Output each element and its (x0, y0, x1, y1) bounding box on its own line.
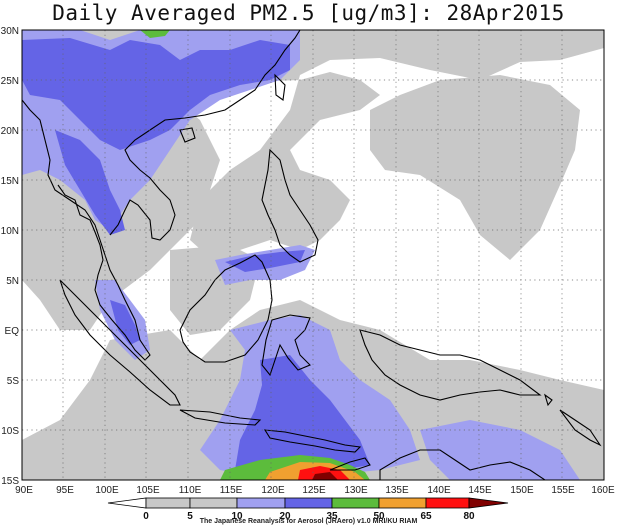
coast-hainan (179, 127, 196, 143)
credit-text: The Japanese Reanalysis for Aerosol (JRA… (199, 518, 418, 525)
map-frame (21, 29, 605, 481)
lat-label: 10N (1, 226, 19, 237)
field-blue-malaya (110, 300, 140, 345)
field-gray-pacific (370, 75, 580, 260)
coast-newguinea (359, 329, 542, 401)
field-lightblue-sea (420, 420, 580, 480)
colorbar-swatch (425, 497, 470, 509)
lon-label: 130E (344, 485, 368, 496)
lon-label: 150E (510, 485, 534, 496)
coast-timor (329, 457, 371, 471)
colorbar-swatch (189, 497, 238, 509)
colorbar-tick: 5 (187, 511, 193, 522)
field-blue-vietnam (55, 130, 125, 235)
coast-sumatra (59, 279, 181, 406)
lat-label: 15N (1, 176, 19, 187)
lon-label: 120E (261, 485, 285, 496)
colorbar-swatch (236, 497, 286, 509)
colorbar-swatch (145, 497, 191, 509)
coast-taiwan (274, 73, 286, 101)
coast-philippines (261, 148, 319, 263)
lon-label: 100E (95, 485, 119, 496)
coastlines (22, 30, 602, 480)
colorbar-swatch (284, 497, 333, 509)
colorbar-tick: 50 (373, 511, 385, 522)
lon-label: 95E (56, 485, 74, 496)
concentration-fields (22, 30, 604, 480)
lon-label: 125E (302, 485, 326, 496)
colorbar-tick: 10 (231, 511, 243, 522)
lon-label: 105E (136, 485, 160, 496)
field-darkred (312, 472, 338, 480)
colorbar-tick: 80 (463, 511, 475, 522)
lon-label: 145E (468, 485, 492, 496)
colorbar-arrow-high (468, 497, 509, 509)
coast-java (179, 409, 262, 426)
lat-label: 15S (1, 476, 19, 487)
field-green-north (140, 30, 170, 38)
latitude-labels: 30N 25N 20N 15N 10N 5N EQ 5S 10S 15S (1, 26, 20, 487)
coast-australia (379, 449, 546, 480)
longitude-labels: 90E 95E 100E 105E 110E 115E 120E 125E 13… (15, 485, 615, 496)
lon-label: 135E (385, 485, 409, 496)
lat-label: 5N (6, 276, 19, 287)
lat-label: 20N (1, 126, 19, 137)
lat-label: EQ (5, 326, 20, 337)
colorbar-arrow-low (107, 497, 147, 509)
colorbar (107, 497, 509, 509)
colorbar-labels: 0 5 10 20 35 50 65 80 (143, 511, 475, 522)
coast-islands-east (544, 393, 602, 447)
colorbar-swatch (331, 497, 380, 509)
lat-label: 30N (1, 26, 19, 37)
map-title: Daily Averaged PM2.5 [ug/m3]: 28Apr2015 (52, 1, 565, 25)
colorbar-swatch (378, 497, 427, 509)
lat-label: 25N (1, 76, 19, 87)
lon-label: 115E (220, 485, 243, 496)
field-blue-south (235, 355, 370, 478)
field-blue-china-west (22, 38, 290, 150)
coast-borneo (179, 254, 273, 363)
colorbar-tick: 20 (279, 511, 291, 522)
lon-label: 140E (427, 485, 451, 496)
lon-label: 110E (179, 485, 202, 496)
colorbar-tick: 35 (326, 511, 338, 522)
lat-label: 10S (1, 426, 19, 437)
lon-label: 155E (551, 485, 575, 496)
colorbar-tick: 65 (420, 511, 432, 522)
coast-sulawesi (261, 314, 311, 377)
field-blue-borneo (225, 250, 305, 272)
colorbar-tick: 0 (143, 511, 149, 522)
lon-label: 160E (591, 485, 615, 496)
coast-nusa (263, 429, 362, 453)
lat-label: 5S (7, 376, 20, 387)
lon-label: 90E (15, 485, 33, 496)
